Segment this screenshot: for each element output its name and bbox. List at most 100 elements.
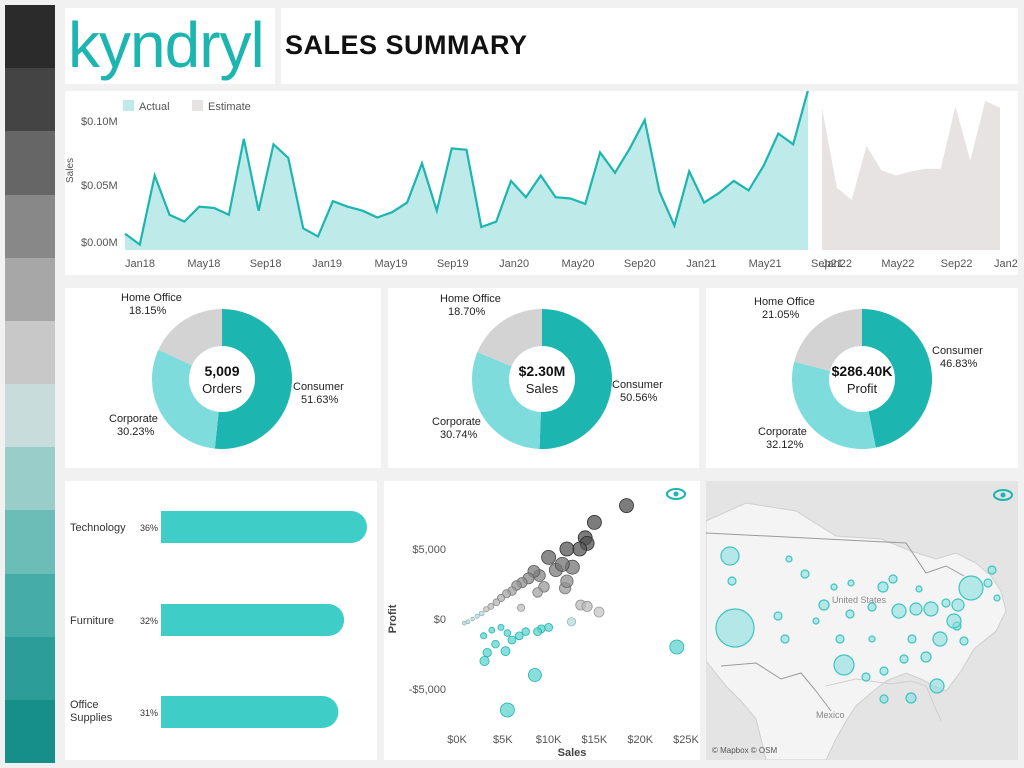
scatter-point[interactable] bbox=[480, 632, 488, 640]
donut-slice-corporate[interactable] bbox=[151, 349, 219, 449]
scatter-point[interactable] bbox=[527, 668, 542, 682]
scatter-point[interactable] bbox=[488, 626, 496, 634]
map-bubble[interactable] bbox=[830, 583, 838, 591]
map-bubble[interactable] bbox=[868, 635, 876, 643]
map-bubble[interactable] bbox=[993, 594, 1001, 602]
map-bubble[interactable] bbox=[720, 546, 740, 566]
strip-swatch bbox=[5, 320, 55, 385]
scatter-point[interactable] bbox=[492, 598, 501, 606]
us-sales-map[interactable]: United States Mexico © Mapbox © OSM bbox=[706, 481, 1018, 760]
scatter-point[interactable] bbox=[515, 631, 524, 641]
scatter-point[interactable] bbox=[517, 603, 526, 612]
map-bubble[interactable] bbox=[833, 654, 855, 676]
scatter-point[interactable] bbox=[503, 629, 512, 637]
map-bubble[interactable] bbox=[780, 634, 790, 644]
scatter-point[interactable] bbox=[619, 498, 634, 514]
donut-slice-corporate[interactable] bbox=[792, 361, 876, 449]
scatter-point[interactable] bbox=[465, 619, 471, 625]
map-bubble[interactable] bbox=[861, 672, 871, 682]
donut-slice-home-office[interactable] bbox=[794, 309, 862, 371]
scatter-point[interactable] bbox=[593, 606, 605, 618]
map-bubble[interactable] bbox=[818, 599, 830, 611]
scatter-point[interactable] bbox=[521, 627, 530, 636]
map-bubble[interactable] bbox=[932, 631, 948, 647]
map-bubble[interactable] bbox=[983, 578, 993, 588]
category-bar[interactable] bbox=[161, 696, 339, 728]
map-bubble[interactable] bbox=[929, 678, 945, 694]
map-bubble[interactable] bbox=[987, 565, 997, 575]
map-bubble[interactable] bbox=[727, 576, 737, 586]
x-tick-label: Jan22 bbox=[822, 258, 852, 270]
profit-sales-scatter-chart[interactable]: $5,000 $0 -$5,000 $0K $5K $10K $15K $20K $25K Sal… bbox=[384, 481, 700, 760]
scatter-point[interactable] bbox=[572, 541, 588, 557]
map-bubble[interactable] bbox=[907, 634, 917, 644]
donut-slice-home-office[interactable] bbox=[477, 309, 542, 367]
map-bubble[interactable] bbox=[835, 634, 845, 644]
map-bubble[interactable] bbox=[879, 694, 889, 704]
scatter-point[interactable] bbox=[532, 587, 543, 598]
sales-trend-chart[interactable]: Actual Estimate $0.10M $0.05M $0.00M Sal… bbox=[65, 89, 1024, 275]
map-bubble[interactable] bbox=[915, 585, 923, 593]
scatter-point[interactable] bbox=[491, 639, 500, 649]
map-bubble[interactable] bbox=[845, 609, 855, 619]
scatter-point[interactable] bbox=[541, 550, 557, 565]
map-panel[interactable]: United States Mexico © Mapbox © OSM bbox=[706, 481, 1018, 760]
donut-slice-corporate[interactable] bbox=[471, 352, 541, 449]
scatter-point[interactable] bbox=[669, 639, 685, 655]
scatter-point[interactable] bbox=[500, 646, 511, 657]
donut-slice-consumer[interactable] bbox=[539, 309, 612, 449]
map-bubble[interactable] bbox=[812, 617, 820, 625]
map-bubble[interactable] bbox=[909, 602, 923, 616]
map-bubble[interactable] bbox=[715, 608, 755, 648]
map-bubble[interactable] bbox=[899, 654, 909, 664]
scatter-point[interactable] bbox=[560, 574, 574, 588]
scatter-point[interactable] bbox=[482, 648, 492, 658]
map-bubble[interactable] bbox=[785, 555, 793, 563]
scatter-point[interactable] bbox=[533, 627, 543, 637]
scatter-point[interactable] bbox=[566, 617, 577, 627]
scatter-point[interactable] bbox=[507, 635, 517, 645]
map-bubble[interactable] bbox=[867, 602, 877, 612]
scatter-point[interactable] bbox=[478, 610, 485, 617]
scatter-point[interactable] bbox=[462, 620, 467, 626]
map-bubble[interactable] bbox=[959, 636, 969, 646]
donut-slice-consumer[interactable] bbox=[862, 309, 932, 448]
scatter-point[interactable] bbox=[474, 613, 480, 619]
scatter-point[interactable] bbox=[544, 622, 554, 632]
scatter-point[interactable] bbox=[497, 623, 505, 631]
scatter-point[interactable] bbox=[500, 702, 515, 718]
map-bubble[interactable] bbox=[941, 598, 951, 608]
eye-icon[interactable] bbox=[666, 488, 686, 500]
map-bubble[interactable] bbox=[946, 613, 962, 629]
y-tick-label: $0.10M bbox=[81, 116, 118, 128]
scatter-point[interactable] bbox=[559, 541, 575, 557]
category-bar[interactable] bbox=[161, 511, 367, 543]
scatter-point[interactable] bbox=[487, 603, 495, 610]
scatter-point[interactable] bbox=[581, 600, 593, 612]
scatter-point[interactable] bbox=[479, 655, 490, 666]
map-bubble[interactable] bbox=[773, 611, 783, 621]
map-bubble[interactable] bbox=[847, 579, 855, 587]
donut-slice-home-office[interactable] bbox=[158, 309, 223, 366]
scatter-point[interactable] bbox=[586, 515, 602, 530]
map-bubble[interactable] bbox=[800, 569, 810, 579]
scatter-point[interactable] bbox=[554, 557, 570, 572]
map-bubble[interactable] bbox=[879, 666, 889, 676]
map-bubble[interactable] bbox=[958, 575, 984, 601]
map-bubble[interactable] bbox=[951, 598, 965, 612]
donut-slice-consumer[interactable] bbox=[214, 309, 292, 449]
map-bubble[interactable] bbox=[920, 651, 932, 663]
map-bubble[interactable] bbox=[891, 603, 907, 619]
map-bubble[interactable] bbox=[923, 601, 939, 617]
scatter-point[interactable] bbox=[483, 606, 490, 613]
map-bubble[interactable] bbox=[905, 692, 917, 704]
eye-icon[interactable] bbox=[993, 489, 1013, 501]
category-bar[interactable] bbox=[161, 604, 345, 636]
scatter-point[interactable] bbox=[470, 616, 475, 622]
map-bubble[interactable] bbox=[877, 581, 889, 593]
map-bubble[interactable] bbox=[888, 574, 898, 584]
